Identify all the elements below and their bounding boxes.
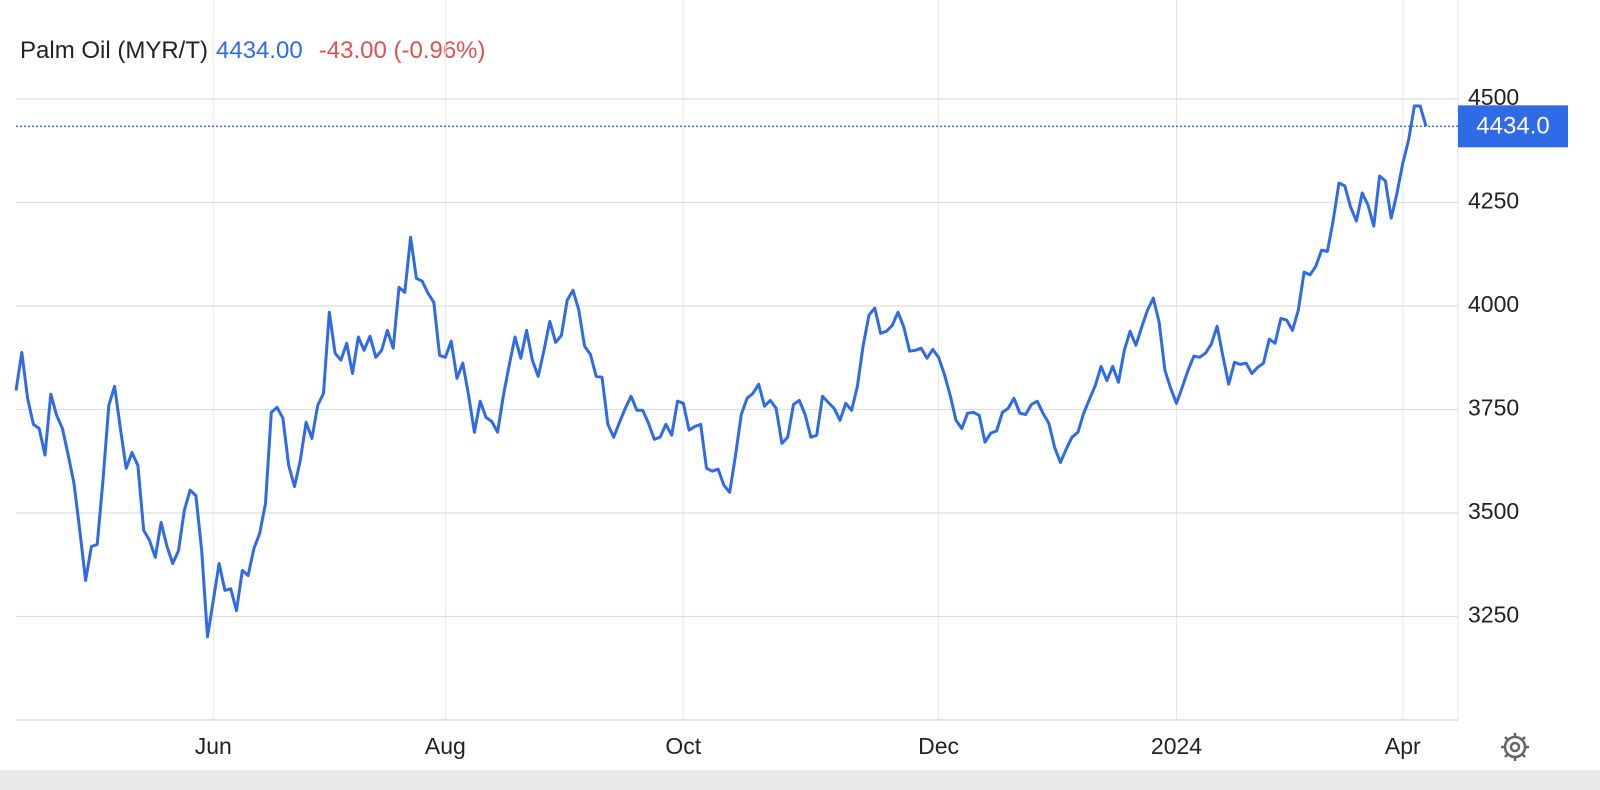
x-tick-label: 2024	[1151, 733, 1202, 759]
last-price-tag	[1458, 105, 1568, 148]
x-tick-label: Dec	[918, 733, 959, 759]
x-tick-label: Aug	[425, 733, 466, 759]
y-tick-label: 3750	[1468, 395, 1519, 421]
header: Palm Oil (MYR/T) 4434.00 -43.00 (-0.96%)	[20, 37, 486, 64]
settings-icon[interactable]	[1501, 733, 1529, 761]
last-price-label: 4434.0	[1476, 113, 1549, 140]
x-tick-label: Jun	[195, 733, 232, 759]
gear-teeth	[1501, 733, 1529, 761]
gear-hub	[1509, 741, 1521, 753]
y-tick-label: 3250	[1468, 602, 1519, 628]
price: 4434.00	[216, 37, 303, 64]
x-tick-label: Oct	[665, 733, 701, 759]
x-tick-label: Apr	[1385, 733, 1421, 759]
y-tick-label: 4000	[1468, 291, 1519, 317]
price-line	[14, 104, 1428, 639]
chart-title: Palm Oil (MYR/T)	[20, 37, 208, 64]
y-tick-label: 3500	[1468, 498, 1519, 524]
y-tick-label: 4250	[1468, 188, 1519, 214]
bottom-bar	[0, 770, 1600, 790]
change: -43.00 (-0.96%)	[319, 37, 486, 64]
